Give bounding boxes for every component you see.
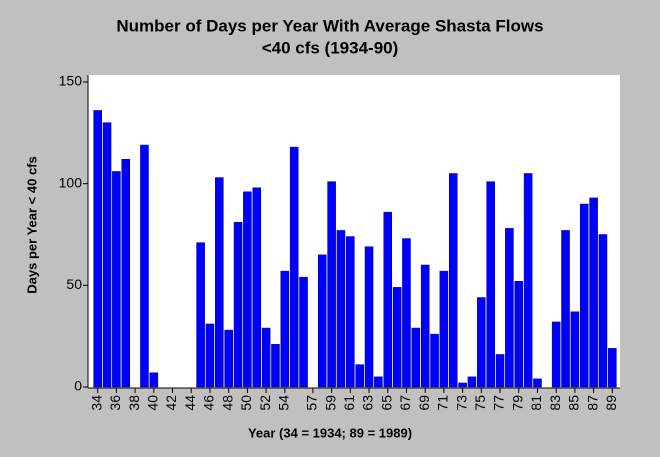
x-tick-label: 38 (126, 395, 142, 411)
bar (477, 297, 486, 388)
bar (608, 348, 617, 388)
bar (430, 333, 439, 388)
y-tick-label: 150 (59, 73, 83, 89)
bar (121, 159, 131, 388)
x-tick-label: 81 (528, 395, 544, 411)
bar (383, 211, 393, 388)
bar (336, 230, 346, 388)
bar (533, 378, 542, 388)
bar (112, 171, 121, 388)
bar (205, 323, 215, 388)
bar (280, 270, 290, 388)
bar (271, 344, 280, 388)
bar (289, 146, 299, 388)
bar (486, 181, 495, 388)
x-axis-title: Year (34 = 1934; 89 = 1989) (248, 425, 412, 440)
bar (233, 222, 243, 388)
x-tick-label: 57 (304, 395, 320, 411)
x-tick-label: 46 (201, 395, 217, 411)
bar (252, 187, 262, 388)
bar (261, 327, 271, 388)
chart-title: <40 cfs (1934-90) (262, 38, 399, 57)
bar (402, 238, 411, 388)
bar (561, 230, 570, 388)
x-tick-label: 40 (145, 395, 161, 411)
x-tick-label: 59 (322, 395, 338, 411)
x-tick-label: 73 (453, 395, 469, 411)
x-tick-label: 63 (360, 395, 376, 411)
bar (243, 191, 252, 388)
bar (215, 177, 224, 388)
y-tick-label: 0 (74, 378, 82, 394)
chart-title: Number of Days per Year With Average Sha… (116, 16, 543, 35)
x-tick-label: 54 (276, 395, 292, 411)
bar (224, 329, 233, 388)
bar (374, 376, 383, 388)
x-tick-label: 71 (435, 395, 451, 411)
y-tick-label: 50 (66, 276, 82, 292)
bar (448, 173, 458, 388)
bar (327, 181, 336, 388)
x-tick-label: 42 (163, 395, 179, 411)
bar (102, 122, 112, 388)
x-tick-label: 34 (88, 395, 104, 411)
x-tick-label: 44 (182, 395, 198, 411)
x-tick-label: 77 (491, 395, 507, 411)
bar (439, 270, 449, 388)
x-tick-label: 52 (257, 395, 273, 411)
bar (467, 376, 477, 388)
bar (495, 354, 505, 388)
x-tick-label: 87 (584, 395, 600, 411)
x-tick-label: 65 (378, 395, 394, 411)
y-axis-title: Days per Year < 40 cfs (24, 156, 39, 293)
bar (551, 321, 561, 388)
bar (598, 234, 608, 388)
bar (317, 254, 327, 388)
x-tick-label: 79 (509, 395, 525, 411)
x-tick-label: 83 (547, 395, 563, 411)
bar (589, 197, 598, 388)
x-tick-label: 48 (219, 395, 235, 411)
bar (570, 311, 580, 388)
x-tick-label: 67 (397, 395, 413, 411)
x-tick-label: 36 (107, 395, 123, 411)
bar (196, 242, 205, 388)
bar (458, 382, 467, 388)
bar (411, 327, 421, 388)
x-tick-label: 50 (238, 395, 254, 411)
bar (149, 372, 159, 388)
bar (523, 173, 533, 388)
bar (355, 364, 364, 388)
bar (579, 203, 589, 388)
bar (299, 276, 308, 388)
bar (392, 287, 402, 388)
bar (346, 236, 355, 388)
x-tick-label: 69 (416, 395, 432, 411)
bar (514, 281, 524, 388)
bar (364, 246, 374, 388)
x-tick-label: 75 (472, 395, 488, 411)
x-tick-label: 61 (341, 395, 357, 411)
bar (505, 228, 514, 388)
x-tick-label: 89 (603, 395, 619, 411)
y-tick-label: 100 (59, 174, 83, 190)
bar (93, 110, 102, 388)
x-tick-label: 85 (566, 395, 582, 411)
bar (140, 144, 149, 388)
bar (420, 264, 430, 388)
